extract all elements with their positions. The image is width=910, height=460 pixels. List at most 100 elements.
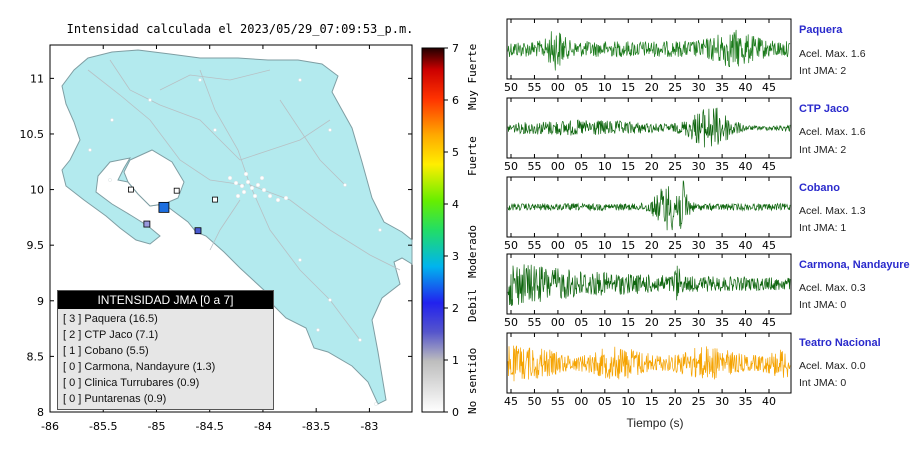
map-y-ticks: 11 10.5 10 9.5 9 8.5 8	[20, 72, 412, 419]
map-y-tick-label: 10.5	[20, 128, 45, 141]
seismogram-tick-label: 00	[551, 316, 565, 329]
station-accel: Acel. Max. 1.6	[799, 126, 866, 138]
seismogram-tick-label: 45	[504, 395, 518, 408]
colorbar-tick-label: 0	[452, 406, 459, 419]
seismogram-panel: 50 55 00 05 10 15 20 25 30 35 40 45	[504, 18, 792, 94]
seismogram-tick-label: 30	[692, 316, 706, 329]
seismogram-tick-label: 55	[527, 316, 541, 329]
map-y-tick-label: 9.5	[27, 239, 45, 252]
seismogram-trace	[507, 264, 791, 307]
map-x-tick-label: -83	[360, 420, 378, 433]
seismogram-tick-label: 30	[692, 239, 706, 252]
seismogram-tick-label: 15	[645, 395, 659, 408]
seismogram-tick-label: 35	[715, 81, 729, 94]
station-name-teatro-nacional: Teatro Nacional	[799, 337, 881, 349]
legend-header: INTENSIDAD JMA [0 a 7]	[58, 291, 273, 309]
map-x-tick-label: -84	[254, 420, 272, 433]
map-x-tick-label: -86	[41, 420, 59, 433]
seismogram-trace	[507, 29, 791, 71]
map-x-tick-label: -84.5	[195, 420, 223, 433]
colorbar-label-moderado: Moderado	[466, 225, 479, 278]
colorbar-tick-label: 4	[452, 198, 459, 211]
seismogram-tick-label: 20	[645, 81, 659, 94]
colorbar-label-no-sentido: No sentido	[466, 347, 479, 414]
station-name-paquera: Paquera	[799, 24, 843, 36]
station-markers	[128, 186, 218, 235]
intensity-legend: INTENSIDAD JMA [0 a 7] [ 3 ] Paquera (16…	[57, 290, 274, 410]
seismogram-tick-label: 45	[762, 239, 776, 252]
seismogram-tick-label: 25	[668, 239, 682, 252]
station-int: Int JMA: 0	[799, 299, 847, 311]
seismogram-tick-label: 15	[621, 81, 635, 94]
seismogram-tick-label: 05	[574, 81, 588, 94]
seismogram-tick-label: 30	[692, 81, 706, 94]
seismogram-tick-label: 20	[645, 160, 659, 173]
seismogram-tick-label: 45	[762, 160, 776, 173]
seismogram-tick-label: 45	[762, 316, 776, 329]
seismogram-tick-label: 40	[739, 160, 753, 173]
legend-item: [ 2 ] CTP Jaco (7.1)	[63, 329, 159, 341]
map-x-tick-label: -85	[147, 420, 165, 433]
colorbar-label-muy-fuerte: Muy Fuerte	[466, 43, 479, 110]
seismogram-tick-label: 20	[668, 395, 682, 408]
seismogram-tick-label: 35	[715, 316, 729, 329]
station-name-ctp-jaco: CTP Jaco	[799, 103, 849, 115]
colorbar-tick-label: 3	[452, 250, 459, 263]
station-name-cobano: Cobano	[799, 182, 840, 194]
seismogram-tick-label: 05	[574, 160, 588, 173]
legend-item: [ 1 ] Cobano (5.5)	[63, 345, 149, 357]
colorbar	[421, 47, 445, 413]
map-y-tick-label: 8.5	[27, 350, 45, 363]
seismogram-tick-label: 10	[621, 395, 635, 408]
seismogram-tick-label: 05	[598, 395, 612, 408]
seismogram-tick-label: 05	[574, 239, 588, 252]
station-int: Int JMA: 2	[799, 65, 847, 77]
station-dots	[88, 78, 382, 406]
station-accel: Acel. Max. 0.3	[799, 282, 866, 294]
colorbar-tick-label: 5	[452, 146, 459, 159]
map-y-tick-label: 9	[37, 295, 44, 308]
seismogram-tick-label: 20	[645, 316, 659, 329]
seismogram-tick-label: 25	[668, 81, 682, 94]
seismogram-panel: 50 55 00 05 10 15 20 25 30 35 40 45	[504, 253, 792, 329]
seismogram-tick-label: 35	[715, 239, 729, 252]
map-title: Intensidad calculada el 2023/05/29_07:09…	[66, 22, 414, 36]
station-marker	[128, 186, 134, 193]
seismogram-tick-label: 55	[527, 160, 541, 173]
station-marker	[173, 187, 180, 194]
colorbar-label-debil: Debil	[466, 288, 479, 322]
seismogram-tick-label: 25	[692, 395, 706, 408]
seismogram-trace	[507, 180, 791, 231]
colorbar-ticks: 0 1 2 3 4 5 6 7	[444, 42, 459, 419]
seismogram-tick-label: 25	[668, 316, 682, 329]
legend-item: [ 0 ] Clinica Turrubares (0.9)	[63, 377, 200, 389]
seismogram-tick-label: 00	[551, 81, 565, 94]
map-x-tick-label: -83.5	[302, 420, 330, 433]
seismogram-tick-label: 45	[762, 81, 776, 94]
map-y-tick-label: 11	[30, 72, 44, 85]
colorbar-label-fuerte: Fuerte	[466, 136, 479, 176]
station-int: Int JMA: 0	[799, 377, 847, 389]
map-x-tick-label: -85.5	[89, 420, 117, 433]
seismogram-tick-label: 00	[551, 239, 565, 252]
seismogram-tick-label: 55	[551, 395, 565, 408]
seismogram-tick-label: 15	[621, 160, 635, 173]
map-y-tick-label: 8	[37, 406, 44, 419]
roads	[87, 59, 401, 341]
station-int: Int JMA: 1	[799, 222, 847, 234]
seismogram-tick-label: 40	[739, 81, 753, 94]
seismogram-x-label: Tiempo (s)	[626, 416, 684, 430]
seismogram-panel: 50 55 00 05 10 15 20 25 30 35 40 45	[504, 97, 792, 173]
seismogram-tick-label: 50	[504, 316, 518, 329]
seismogram-tick-label: 05	[574, 316, 588, 329]
map-y-tick-label: 10	[30, 184, 44, 197]
colorbar-tick-label: 7	[452, 42, 459, 55]
legend-item: [ 0 ] Carmona, Nandayure (1.3)	[63, 361, 216, 373]
seismogram-tick-label: 50	[504, 239, 518, 252]
station-name-carmona: Carmona, Nandayure	[799, 259, 910, 271]
station-marker	[212, 196, 218, 203]
station-accel: Acel. Max. 0.0	[799, 360, 866, 372]
seismogram-tick-label: 40	[762, 395, 776, 408]
station-marker	[158, 201, 170, 213]
